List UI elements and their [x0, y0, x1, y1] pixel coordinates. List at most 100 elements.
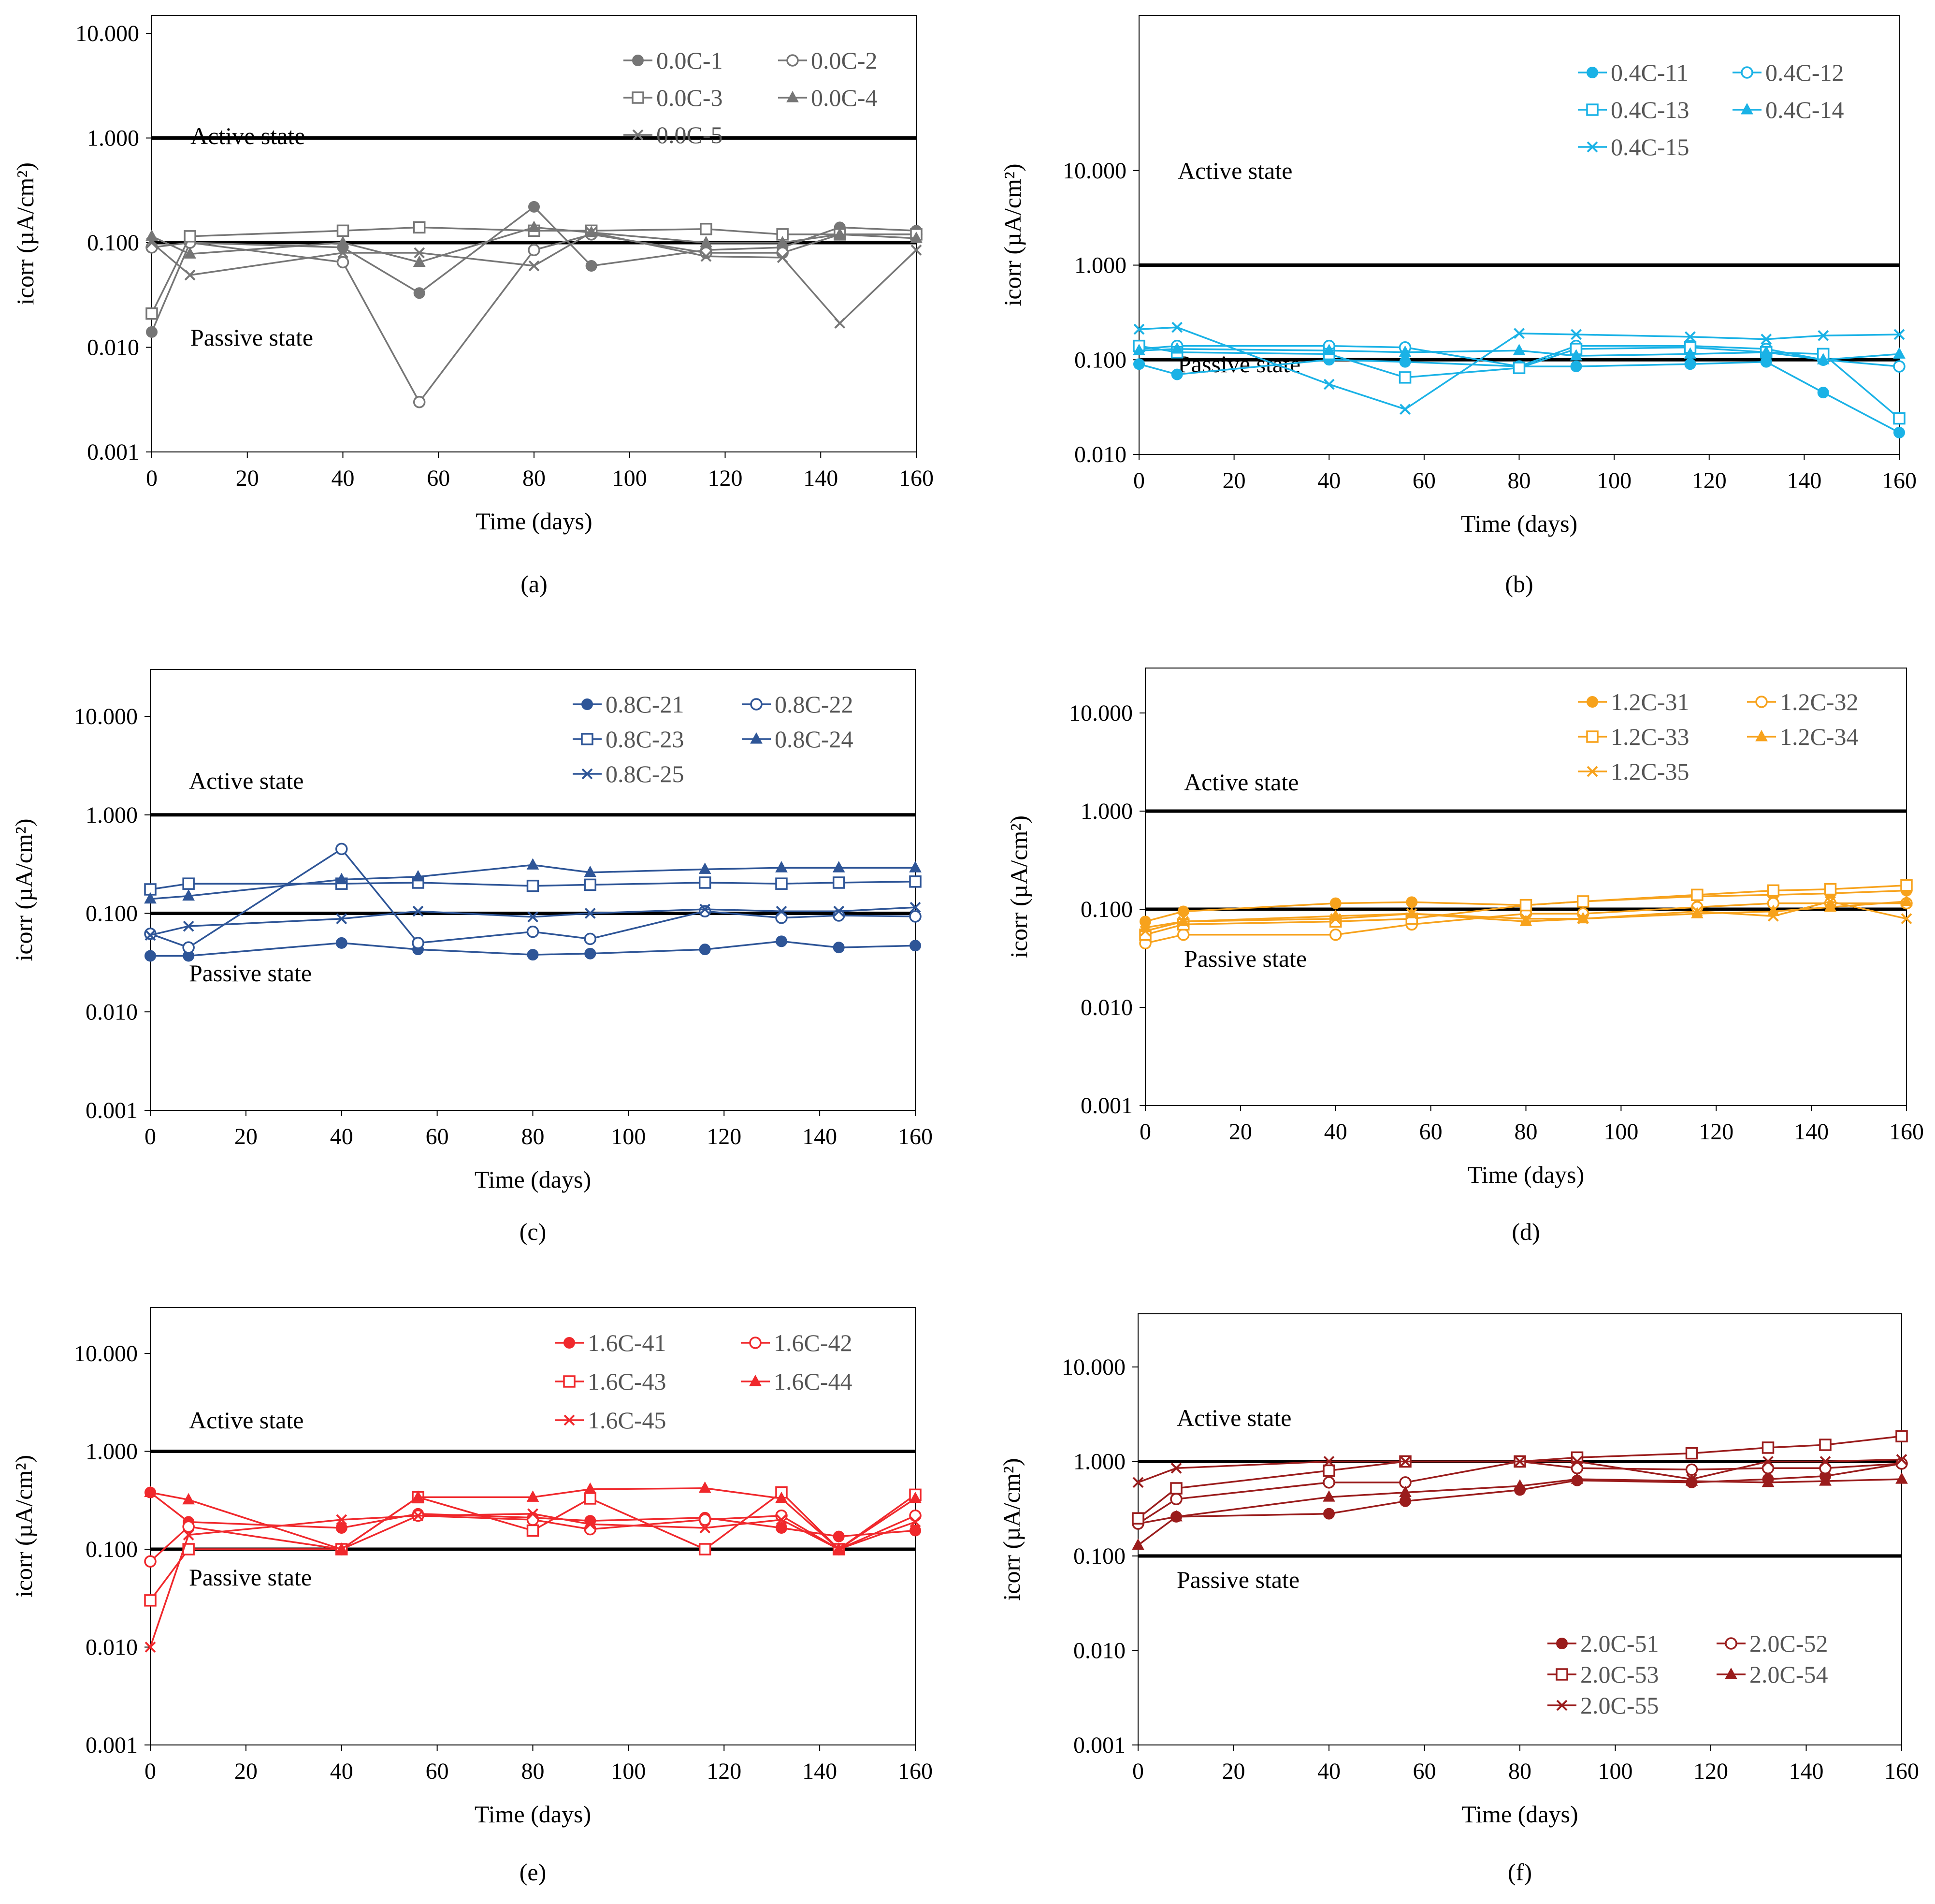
y-tick-label: 1.000 [1074, 253, 1126, 278]
y-tick-label: 0.001 [1081, 1093, 1133, 1119]
x-tick-label: 140 [803, 465, 838, 491]
data-point [833, 227, 846, 239]
legend-label: 0.0C-4 [811, 84, 878, 111]
legend-label: 1.6C-45 [588, 1407, 666, 1434]
data-point [584, 932, 596, 945]
data-point [1399, 1485, 1412, 1497]
series-line [150, 940, 916, 957]
legend-marker [632, 91, 644, 104]
series-0.4C-15 [1133, 321, 1905, 415]
legend-marker [563, 1375, 576, 1388]
data-point [775, 861, 788, 872]
data-point [1819, 1456, 1831, 1467]
legend-label: 0.0C-2 [811, 47, 878, 74]
data-point [1685, 1463, 1698, 1476]
legend-label: 1.2C-32 [1780, 688, 1859, 715]
data-point [1684, 358, 1696, 370]
data-point [528, 260, 540, 272]
data-point [144, 892, 157, 904]
legend-marker [749, 1337, 762, 1349]
legend-label: 0.8C-23 [606, 726, 684, 753]
data-point [832, 876, 845, 889]
series-0.8C-23 [144, 875, 922, 896]
y-tick-label: 0.010 [1073, 1638, 1126, 1664]
data-point [1323, 1490, 1335, 1502]
data-point [1323, 1464, 1335, 1477]
data-point [910, 940, 921, 952]
series-0.0C-3 [145, 221, 923, 320]
data-point [1824, 883, 1837, 896]
data-point [1895, 1472, 1908, 1484]
y-tick-label: 0.001 [87, 439, 139, 465]
data-point [526, 858, 539, 870]
data-point [698, 1481, 711, 1493]
data-point [1514, 1456, 1526, 1467]
data-point [700, 235, 712, 247]
series-2.0C-55 [1132, 1453, 1907, 1488]
data-point [184, 230, 196, 243]
legend-marker [1741, 66, 1753, 79]
x-tick-label: 0 [1133, 468, 1145, 494]
data-point [1570, 361, 1582, 373]
data-point [527, 949, 539, 961]
series-0.0C-5 [146, 227, 922, 329]
series-line [149, 1513, 916, 1648]
series-line [1137, 1435, 1902, 1519]
series-0.8C-21 [144, 935, 921, 962]
data-point [1817, 353, 1830, 364]
data-point [412, 937, 424, 949]
legend-marker [1587, 141, 1598, 153]
legend: 0.4C-11 0.4C-12 0.4C-13 0.4C-14 0.4C-15 [1578, 59, 1844, 160]
series-line [1138, 1458, 1902, 1483]
data-point [698, 876, 711, 889]
legend: 1.6C-41 1.6C-42 1.6C-43 1.6C-44 1.6C-45 [555, 1329, 852, 1434]
data-point [910, 901, 921, 913]
series-line [1139, 345, 1900, 367]
x-tick-label: 40 [1317, 468, 1341, 494]
legend-marker [1556, 1638, 1568, 1649]
x-tick-label: 160 [1889, 1119, 1924, 1145]
legend-label: 1.6C-43 [588, 1368, 666, 1395]
x-tick-label: 120 [1692, 468, 1727, 494]
data-point [1819, 1474, 1832, 1486]
x-tick-label: 0 [1140, 1119, 1151, 1145]
data-point [1406, 908, 1417, 919]
series-line [1137, 1478, 1902, 1546]
data-point [1761, 334, 1772, 345]
data-point [910, 244, 922, 256]
y-tick-label: 0.010 [86, 1635, 138, 1660]
data-point [1686, 1473, 1697, 1485]
x-tick-label: 120 [707, 1124, 741, 1149]
legend-label: 0.8C-24 [775, 726, 853, 753]
data-point [584, 908, 596, 919]
data-point [584, 878, 596, 891]
data-point [1399, 356, 1411, 368]
legend-marker [1587, 696, 1598, 708]
data-point [1691, 906, 1703, 917]
data-point [336, 235, 349, 247]
data-point [1685, 1447, 1698, 1460]
active-state-label: Active state [1178, 157, 1292, 184]
data-point [1818, 330, 1829, 341]
legend-marker [563, 1414, 575, 1426]
y-tick-label: 0.001 [86, 1098, 138, 1123]
data-point [1571, 329, 1582, 340]
data-point [1177, 928, 1190, 941]
y-tick-label: 1.000 [86, 802, 138, 828]
data-point [1178, 916, 1189, 927]
data-point [1893, 426, 1905, 438]
data-point [412, 1510, 424, 1522]
data-point [698, 1513, 711, 1526]
data-point [1170, 342, 1184, 354]
data-point [1171, 321, 1183, 333]
x-tick-label: 140 [802, 1759, 837, 1784]
data-point [1893, 347, 1906, 359]
legend-marker [1725, 1637, 1737, 1650]
data-point [775, 935, 787, 947]
active-state-label: Active state [190, 122, 305, 149]
x-tick-label: 60 [1413, 468, 1436, 494]
legend-marker [786, 90, 799, 102]
data-point [699, 944, 711, 956]
x-axis-label: Time (days) [1468, 1161, 1584, 1188]
x-tick-label: 40 [1317, 1759, 1341, 1784]
